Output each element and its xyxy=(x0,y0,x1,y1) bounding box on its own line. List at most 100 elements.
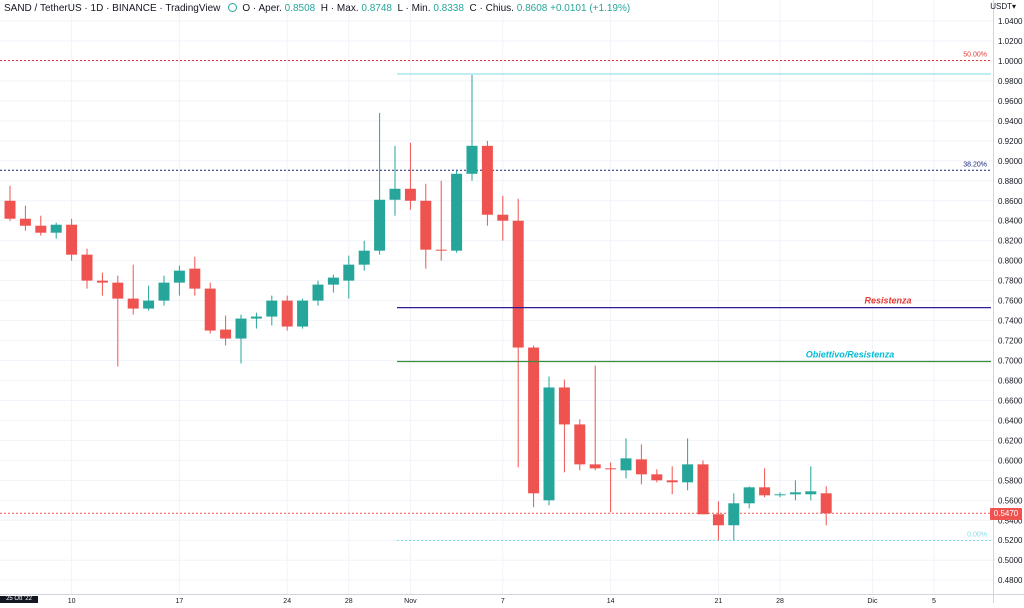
candle-body xyxy=(451,173,463,251)
price-tick-label: 0.9800 xyxy=(998,77,1023,86)
candle xyxy=(235,314,247,364)
price-axis[interactable]: 1.0400 1.0200 1.0000 0.9800 0.9600 0.9400 0.92… xyxy=(993,0,1024,603)
date-tick-label: 28 xyxy=(345,598,353,603)
candle-body xyxy=(266,300,278,317)
candle-body xyxy=(389,188,401,200)
price-tick-label: 0.7000 xyxy=(998,357,1023,366)
candle xyxy=(35,215,47,236)
price-tick-label: 0.5200 xyxy=(998,536,1023,545)
currency-label[interactable]: USDT▾ xyxy=(990,2,1016,11)
candle xyxy=(297,298,309,329)
price-tick-label: 0.6200 xyxy=(998,436,1023,445)
candle-body xyxy=(789,492,801,495)
candle-body xyxy=(112,282,124,299)
price-tick-label: 0.8400 xyxy=(998,217,1023,226)
close-value: 0.8608 xyxy=(516,3,548,14)
candle-body xyxy=(204,288,216,331)
level-resistance-label: Resistenza xyxy=(864,296,911,306)
candle xyxy=(620,438,632,479)
price-tick-label: 0.9200 xyxy=(998,137,1023,146)
candle xyxy=(435,180,447,261)
candle xyxy=(481,140,493,226)
candle-body xyxy=(358,250,370,265)
candle xyxy=(574,419,586,471)
price-tick-label: 0.4800 xyxy=(998,576,1023,585)
candle-body xyxy=(81,254,93,281)
candle xyxy=(605,462,617,513)
candle-body xyxy=(620,458,632,471)
candle xyxy=(374,112,386,255)
close-label: C xyxy=(469,3,477,14)
candle-body xyxy=(528,347,540,494)
candle xyxy=(66,218,78,261)
candle xyxy=(143,285,155,311)
candle-body xyxy=(774,494,786,496)
candle-body xyxy=(558,387,570,425)
candle-body xyxy=(466,145,478,174)
candle xyxy=(19,205,31,231)
candle xyxy=(266,295,278,326)
price-tick-label: 1.0000 xyxy=(998,57,1023,66)
candle xyxy=(281,295,293,331)
price-tick-label: 0.7400 xyxy=(998,317,1023,326)
candle xyxy=(712,501,724,541)
candle xyxy=(220,315,232,346)
candle-body xyxy=(220,329,232,339)
candle-body xyxy=(404,188,416,201)
price-tick-label: 0.9600 xyxy=(998,97,1023,106)
time-axis[interactable]: 10 17 24 28 Nov 7 14 21 28 Dic 5 xyxy=(0,594,1024,605)
date-tick-label: 14 xyxy=(607,598,615,603)
candle xyxy=(50,222,62,239)
candle-body xyxy=(435,249,447,251)
candle-body xyxy=(635,459,647,475)
candle-body xyxy=(158,282,170,301)
candle xyxy=(682,438,694,491)
candle xyxy=(189,256,201,296)
candle-body xyxy=(697,464,709,515)
candle xyxy=(543,376,555,506)
high-value: 0.8748 xyxy=(361,3,392,14)
candle xyxy=(512,198,524,468)
candle-body xyxy=(127,298,139,309)
candle xyxy=(558,379,570,473)
candle-body xyxy=(712,514,724,526)
candle-body xyxy=(605,468,617,470)
symbol-title: SAND / TetherUS · 1D · BINANCE · Trading… xyxy=(4,3,221,14)
candles xyxy=(4,74,832,541)
legend-header: SAND / TetherUS · 1D · BINANCE · Trading… xyxy=(4,3,631,14)
candle xyxy=(497,195,509,241)
date-tick-label: Dic xyxy=(867,598,878,603)
candle-body xyxy=(173,270,185,283)
candle xyxy=(666,466,678,495)
candle-body xyxy=(66,224,78,255)
candle-body xyxy=(189,268,201,289)
candle xyxy=(4,185,16,221)
price-tick-label: 1.0200 xyxy=(998,37,1023,46)
level-fib_382-label: 38.20% xyxy=(963,161,987,168)
candle xyxy=(528,345,540,508)
price-tick-label: 0.5600 xyxy=(998,496,1023,505)
candle-body xyxy=(574,424,586,465)
candle-body xyxy=(235,318,247,339)
candle-body xyxy=(728,503,740,526)
status-dot-icon xyxy=(228,3,238,12)
candle-body xyxy=(497,214,509,221)
price-tick-label: 0.5000 xyxy=(998,556,1023,565)
candle xyxy=(651,469,663,483)
annotation-lines: Resistenza Obiettivo/Resistenza xyxy=(397,296,991,363)
open-label: O xyxy=(242,3,251,14)
candle xyxy=(127,264,139,315)
low-name: Min. xyxy=(411,3,431,14)
candle xyxy=(635,444,647,485)
candle xyxy=(589,365,601,471)
low-value: 0.8338 xyxy=(433,3,464,14)
price-tick-label: 0.8800 xyxy=(998,177,1023,186)
price-tick-label: 0.6000 xyxy=(998,456,1023,465)
candle xyxy=(389,145,401,216)
candle-body xyxy=(666,480,678,483)
crosshair-date-tag: 25 Ott '22 xyxy=(0,596,38,603)
date-tick-label: 24 xyxy=(283,598,291,603)
candle-body xyxy=(589,464,601,469)
